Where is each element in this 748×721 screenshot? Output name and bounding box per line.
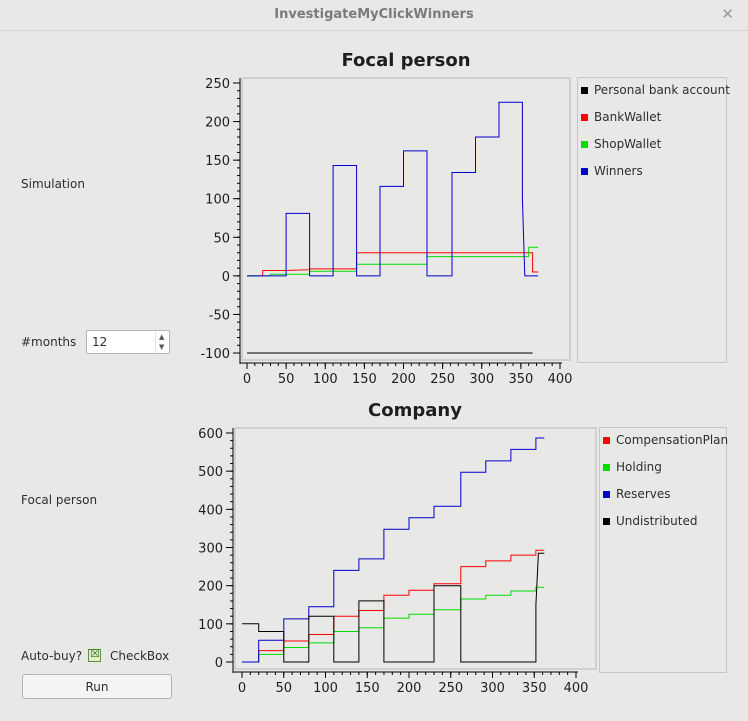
y-tick-label: 200 (198, 580, 223, 595)
y-tick-label: -100 (200, 347, 230, 362)
series-line-compensationplan (242, 549, 545, 663)
x-tick-label: 200 (391, 372, 416, 387)
y-tick-label: 400 (198, 503, 223, 518)
y-tick-label: 300 (198, 542, 223, 557)
spin-down-icon[interactable]: ▼ (159, 343, 165, 351)
x-tick-label: 250 (430, 372, 455, 387)
legend-label: ShopWallet (594, 137, 662, 151)
months-input[interactable] (89, 333, 159, 351)
legend-swatch (603, 491, 610, 498)
series-line-undistributed (242, 552, 545, 663)
legend-swatch (581, 141, 588, 148)
legend-label: Reserves (616, 487, 671, 501)
series-line-holding (242, 586, 545, 663)
x-tick-label: 50 (275, 681, 292, 696)
y-tick-label: 200 (205, 116, 230, 131)
y-tick-label: 0 (222, 270, 230, 285)
y-tick-label: 50 (213, 231, 230, 246)
legend-label: BankWallet (594, 110, 662, 124)
y-tick-label: 600 (198, 427, 223, 442)
legend-swatch (581, 168, 588, 175)
legend-swatch (603, 518, 610, 525)
y-tick-label: 100 (205, 193, 230, 208)
legend-swatch (581, 114, 588, 121)
x-tick-label: 100 (313, 681, 338, 696)
x-tick-label: 0 (243, 372, 251, 387)
autobuy-checkbox[interactable]: ☒ (88, 647, 101, 662)
y-tick-label: 500 (198, 465, 223, 480)
spinbox-arrows: ▲ ▼ (155, 331, 169, 353)
chart-title: Focal person (341, 50, 470, 71)
x-tick-label: 150 (352, 372, 377, 387)
x-tick-label: 350 (508, 372, 533, 387)
legend-swatch (603, 464, 610, 471)
series-line-reserves (242, 437, 545, 663)
legend-swatch (581, 87, 588, 94)
chart-title: Company (368, 400, 462, 421)
x-tick-label: 0 (238, 681, 246, 696)
series-line-winners (247, 101, 539, 277)
simulation-label: Simulation (21, 177, 85, 191)
x-tick-label: 300 (469, 372, 494, 387)
autobuy-label: Auto-buy? (21, 649, 83, 663)
x-tick-label: 250 (438, 681, 463, 696)
y-tick-label: 0 (215, 656, 223, 671)
x-tick-label: 400 (548, 372, 573, 387)
window-title: InvestigateMyClickWinners (274, 7, 474, 22)
x-tick-label: 100 (313, 372, 338, 387)
x-tick-label: 300 (480, 681, 505, 696)
plot-area (234, 427, 597, 670)
checkbox-label: CheckBox (110, 649, 170, 663)
legend-label: Winners (594, 164, 643, 178)
x-tick-label: 150 (355, 681, 380, 696)
plot-area (241, 77, 571, 361)
title-bar: InvestigateMyClickWinners ✕ (0, 0, 748, 31)
close-icon[interactable]: ✕ (721, 5, 734, 23)
y-tick-label: 150 (205, 154, 230, 169)
legend-label: Holding (616, 460, 662, 474)
x-tick-label: 350 (522, 681, 547, 696)
legend-swatch (603, 437, 610, 444)
checkmark-icon: ☒ (90, 647, 100, 660)
legend-label: Personal bank account (594, 83, 730, 97)
y-tick-label: -50 (209, 308, 230, 323)
y-tick-label: 100 (198, 618, 223, 633)
legend-label: CompensationPlan (616, 433, 729, 447)
legend-label: Undistributed (616, 514, 698, 528)
spin-up-icon[interactable]: ▲ (159, 333, 165, 341)
focal-person-chart: Focal person 250 200 150 100 50 0 -50 -100 0 50 100… (200, 50, 573, 387)
x-tick-label: 50 (278, 372, 295, 387)
focal-person-label: Focal person (21, 493, 98, 507)
x-tick-label: 200 (397, 681, 422, 696)
company-chart: Company 600 500 400 300 200 100 00 50 100 150 200 25… (198, 400, 597, 696)
months-spinbox[interactable]: ▲ ▼ (86, 330, 170, 354)
y-tick-label: 250 (205, 77, 230, 92)
months-label: #months (21, 335, 77, 349)
x-tick-label: 400 (564, 681, 589, 696)
focal-person-legend: Personal bank account BankWallet ShopWalle… (577, 77, 730, 363)
company-legend: CompensationPlan Holding Reserves Undistrib… (599, 427, 729, 673)
run-button[interactable]: Run (22, 674, 172, 699)
